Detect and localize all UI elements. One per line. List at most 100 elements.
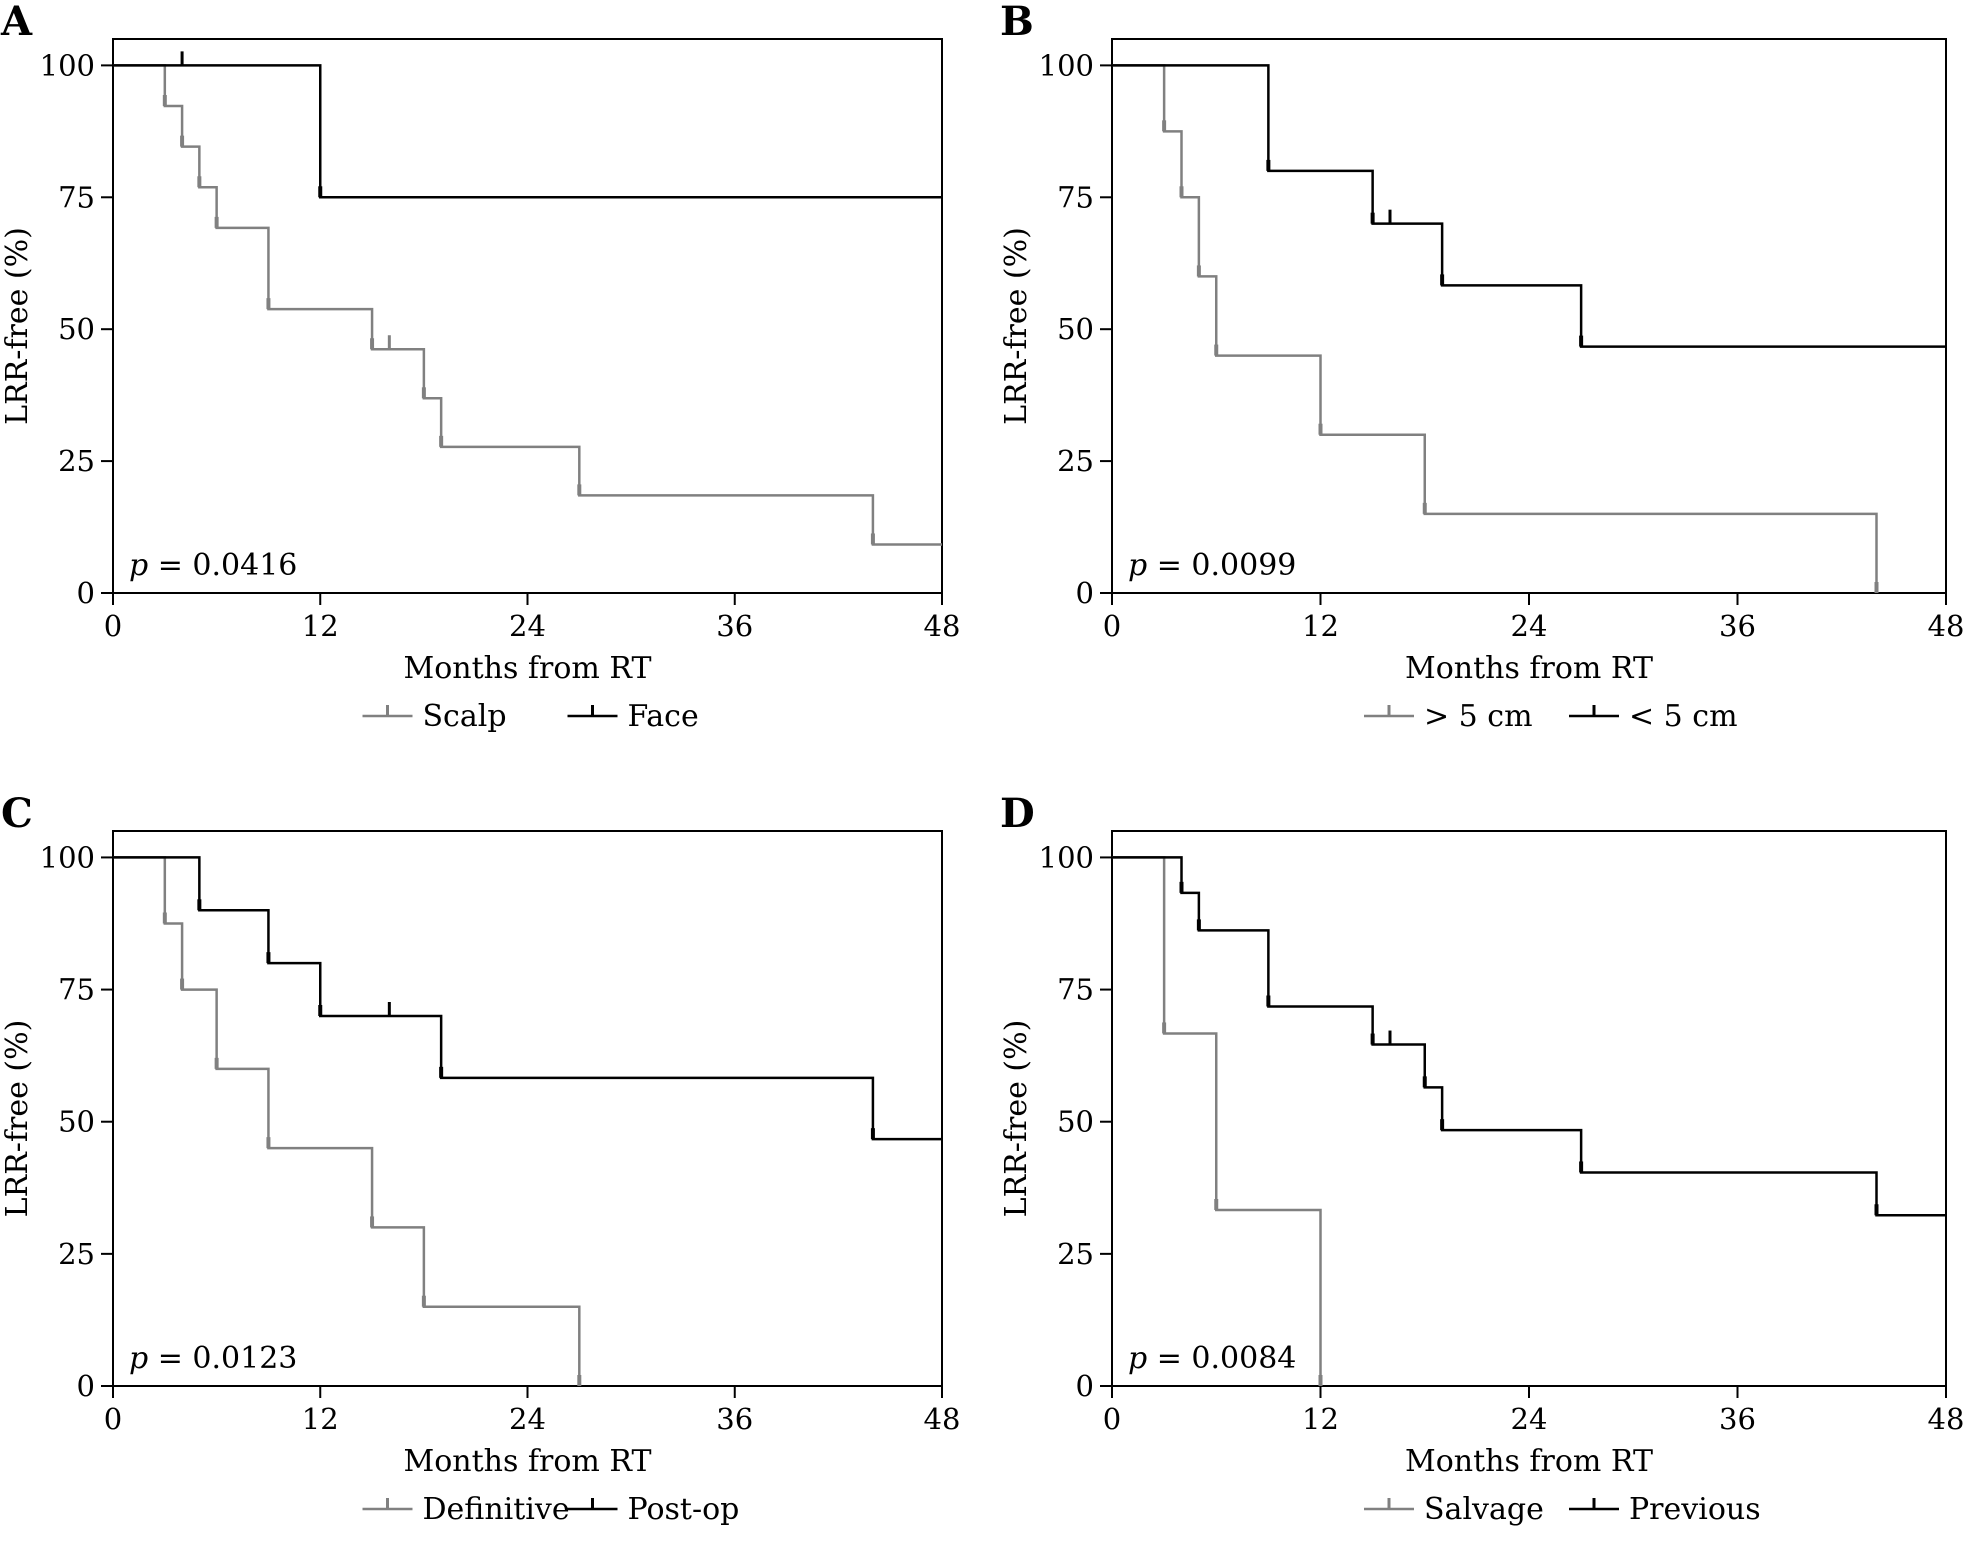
y-tick-label: 50 bbox=[1057, 312, 1094, 346]
plot-frame bbox=[1111, 38, 1947, 594]
y-tick-label: 75 bbox=[58, 180, 95, 214]
x-tick-label: 12 bbox=[1302, 1402, 1339, 1436]
legend-label: Scalp bbox=[423, 699, 507, 734]
x-tick-label: 36 bbox=[1719, 609, 1756, 643]
survival-curve bbox=[113, 64, 942, 546]
y-tick-label: 100 bbox=[1039, 840, 1094, 874]
x-tick-label: 0 bbox=[1103, 609, 1121, 643]
legend-item: Scalp bbox=[362, 699, 507, 734]
panel-letter: A bbox=[0, 0, 33, 45]
panel-C: C 0 12 24 36 48 0 25 50 75 100 Months from RT LRR-fr… bbox=[0, 790, 960, 1527]
x-tick-label: 48 bbox=[1928, 609, 1965, 643]
y-tick-label: 0 bbox=[77, 576, 95, 610]
panel-letter: C bbox=[1, 790, 33, 837]
panel-letter: B bbox=[1000, 0, 1034, 45]
p-symbol: p bbox=[129, 548, 148, 583]
y-tick-label: 100 bbox=[40, 48, 95, 82]
x-tick-label: 12 bbox=[1302, 609, 1339, 643]
y-tick-label: 25 bbox=[58, 444, 95, 478]
survival-curve bbox=[113, 64, 942, 199]
y-axis-label: LRR-free (%) bbox=[0, 227, 35, 425]
y-axis-label: LRR-free (%) bbox=[0, 1020, 35, 1218]
series--5-cm bbox=[1112, 64, 1879, 593]
x-tick-label: 24 bbox=[1511, 609, 1548, 643]
p-value-annotation: p = 0.0123 bbox=[129, 1341, 297, 1376]
legend-label: Salvage bbox=[1424, 1492, 1544, 1527]
x-axis-label: Months from RT bbox=[404, 651, 652, 686]
x-tick-label: 36 bbox=[716, 609, 753, 643]
y-tick-label: 75 bbox=[1057, 180, 1094, 214]
y-tick-label: 0 bbox=[77, 1369, 95, 1403]
x-axis-label: Months from RT bbox=[1405, 651, 1653, 686]
x-tick-label: 48 bbox=[1928, 1402, 1965, 1436]
legend-item: Post-op bbox=[567, 1492, 740, 1527]
p-value: = 0.0099 bbox=[1147, 548, 1296, 583]
panel-D: D 0 12 24 36 48 0 25 50 75 100 Months from RT LRR-fr… bbox=[999, 790, 1964, 1527]
y-tick-label: 50 bbox=[58, 1105, 95, 1139]
series-salvage bbox=[1112, 856, 1323, 1386]
y-tick-label: 100 bbox=[40, 840, 95, 874]
y-tick-label: 0 bbox=[1076, 1369, 1094, 1403]
y-tick-label: 0 bbox=[1076, 576, 1094, 610]
legend-label: Post-op bbox=[628, 1492, 740, 1527]
panel-letter: D bbox=[1000, 790, 1035, 837]
x-tick-label: 36 bbox=[716, 1402, 753, 1436]
legend-label: Definitive bbox=[423, 1492, 570, 1527]
y-tick-label: 100 bbox=[1039, 48, 1094, 82]
legend-label: Previous bbox=[1629, 1492, 1761, 1527]
x-tick-label: 24 bbox=[1511, 1402, 1548, 1436]
series--5-cm bbox=[1112, 64, 1946, 348]
p-symbol: p bbox=[129, 1341, 148, 1376]
legend-item: Face bbox=[567, 699, 699, 734]
y-tick-label: 75 bbox=[1057, 973, 1094, 1007]
plot-frame bbox=[112, 830, 943, 1387]
legend-label: Face bbox=[628, 699, 699, 734]
y-tick-label: 50 bbox=[1057, 1105, 1094, 1139]
p-symbol: p bbox=[1128, 548, 1147, 583]
legend-item: Previous bbox=[1569, 1492, 1761, 1527]
survival-curve bbox=[113, 856, 581, 1386]
x-tick-label: 12 bbox=[302, 1402, 339, 1436]
series-definitive bbox=[113, 856, 582, 1386]
x-tick-label: 36 bbox=[1719, 1402, 1756, 1436]
x-tick-label: 0 bbox=[104, 1402, 122, 1436]
y-tick-label: 25 bbox=[1057, 444, 1094, 478]
survival-curve bbox=[1112, 64, 1946, 348]
x-axis-label: Months from RT bbox=[1405, 1444, 1653, 1479]
series-post-op bbox=[113, 856, 942, 1141]
legend-item: Definitive bbox=[362, 1492, 570, 1527]
panel-A: A 0 12 24 36 48 0 25 50 75 100 Months from RT LRR-fr… bbox=[0, 0, 960, 734]
p-value-annotation: p = 0.0416 bbox=[129, 548, 297, 583]
y-axis-label: LRR-free (%) bbox=[999, 1020, 1034, 1218]
x-tick-label: 24 bbox=[509, 1402, 546, 1436]
p-value-annotation: p = 0.0084 bbox=[1128, 1341, 1296, 1376]
plot-frame bbox=[1111, 830, 1947, 1387]
x-tick-label: 24 bbox=[509, 609, 546, 643]
p-value: = 0.0416 bbox=[148, 548, 297, 583]
plot-frame bbox=[112, 38, 943, 594]
survival-curve bbox=[1112, 856, 1946, 1217]
legend-item: > 5 cm bbox=[1364, 699, 1533, 734]
legend-item: Salvage bbox=[1364, 1492, 1544, 1527]
y-axis-label: LRR-free (%) bbox=[999, 227, 1034, 425]
legend-label: > 5 cm bbox=[1424, 699, 1533, 734]
series-previous bbox=[1112, 856, 1946, 1217]
legend-item: < 5 cm bbox=[1569, 699, 1738, 734]
series-scalp bbox=[113, 64, 942, 546]
p-value-annotation: p = 0.0099 bbox=[1128, 548, 1296, 583]
x-tick-label: 0 bbox=[1103, 1402, 1121, 1436]
series-face bbox=[113, 51, 942, 199]
y-tick-label: 50 bbox=[58, 312, 95, 346]
x-axis-label: Months from RT bbox=[404, 1444, 652, 1479]
panel-B: B 0 12 24 36 48 0 25 50 75 100 Months from RT LRR-fr… bbox=[999, 0, 1964, 734]
p-value: = 0.0123 bbox=[148, 1341, 297, 1376]
y-tick-label: 25 bbox=[58, 1237, 95, 1271]
p-value: = 0.0084 bbox=[1147, 1341, 1296, 1376]
x-tick-label: 48 bbox=[924, 1402, 961, 1436]
x-tick-label: 48 bbox=[924, 609, 961, 643]
x-tick-label: 12 bbox=[302, 609, 339, 643]
legend-label: < 5 cm bbox=[1629, 699, 1738, 734]
survival-curve bbox=[1112, 856, 1322, 1386]
survival-curve bbox=[113, 856, 942, 1141]
